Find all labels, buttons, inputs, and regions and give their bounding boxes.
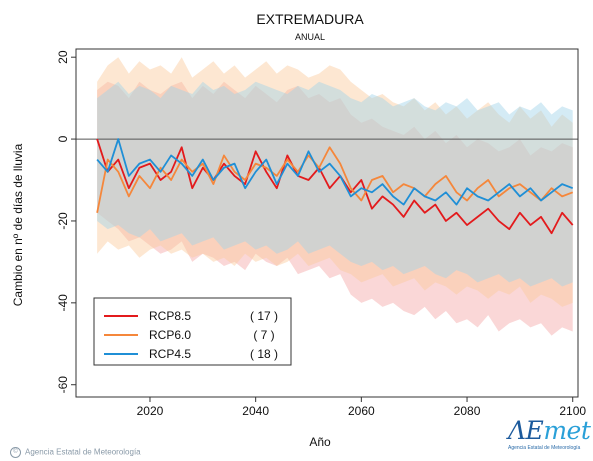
logo-wordmark: ΛEmet (508, 416, 591, 445)
x-axis-label: Año (309, 435, 331, 449)
legend-series-count: ( 18 ) (250, 347, 278, 361)
y-axis-label: Cambio en nº de días de lluvia (11, 143, 25, 306)
legend-series-name: RCP4.5 (149, 347, 191, 361)
x-axis: 2020 2040 2060 2080 2100 (137, 397, 586, 418)
uncertainty-bands (97, 57, 573, 336)
legend-series-name: RCP8.5 (149, 309, 191, 323)
y-tick-label: -20 (56, 212, 70, 230)
x-tick-label: 2040 (242, 404, 269, 418)
y-axis: 20 0 -20 -40 -60 (56, 50, 76, 393)
credit-text: © Agencia Estatal de Meteorología (10, 447, 141, 458)
line-rcp45 (96, 138, 574, 206)
logo-subtitle: Agencia Estatal de Meteorología (508, 445, 581, 451)
x-tick-label: 2060 (348, 404, 375, 418)
copyright-icon: © (10, 447, 21, 458)
y-tick-label: -40 (56, 294, 70, 312)
aemet-logo: ΛEmet Agencia Estatal de Meteorología (508, 416, 591, 460)
legend-series-count: ( 7 ) (253, 328, 274, 342)
plot-frame (75, 48, 579, 398)
band-rcp45 (97, 81, 573, 287)
band-rcp85 (97, 81, 573, 336)
legend-series-count: ( 17 ) (250, 309, 278, 323)
x-tick-label: 2020 (137, 404, 164, 418)
y-tick-label: -60 (56, 376, 70, 394)
line-rcp60 (96, 146, 574, 213)
x-tick-label: 2100 (559, 404, 586, 418)
series-lines (96, 138, 574, 235)
legend: RCP8.5 ( 17 ) RCP6.0 ( 7 ) RCP4.5 ( 18 ) (93, 297, 292, 366)
legend-series-name: RCP6.0 (149, 328, 191, 342)
y-tick-label: 0 (56, 135, 70, 142)
chart-subtitle: ANUAL (295, 32, 325, 42)
x-tick-label: 2080 (454, 404, 481, 418)
chart-title: EXTREMADURA (256, 11, 364, 27)
y-tick-label: 20 (56, 50, 70, 64)
credit-label: Agencia Estatal de Meteorología (25, 447, 141, 457)
